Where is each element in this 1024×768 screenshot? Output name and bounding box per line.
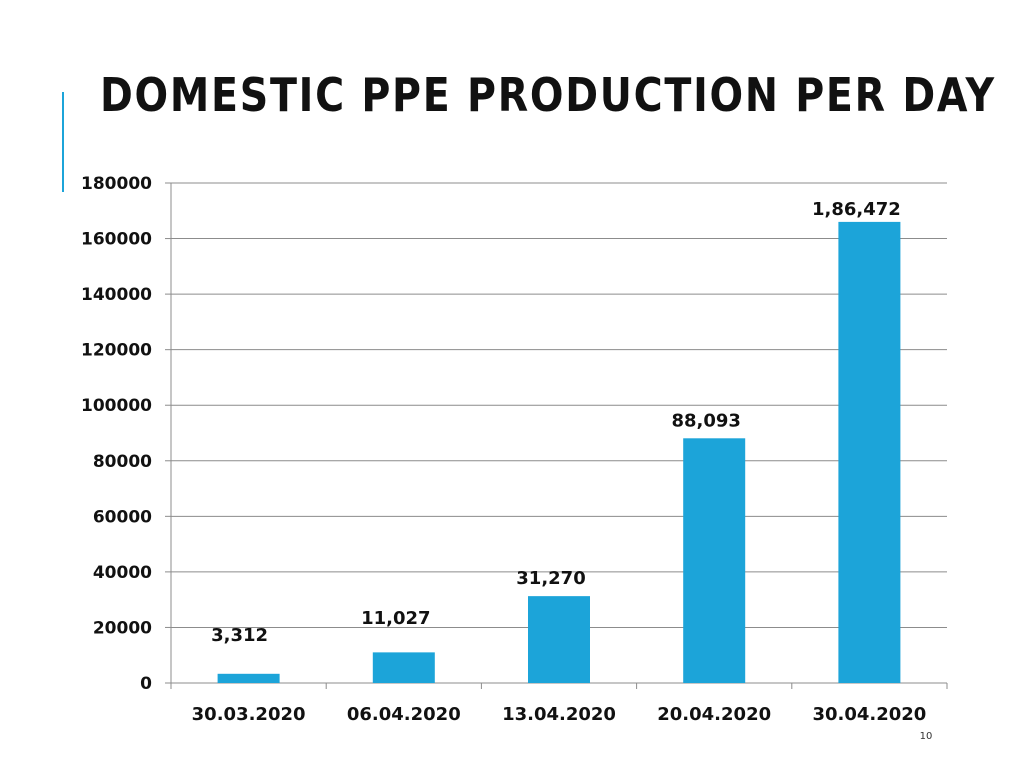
page-number: 10 [919,731,933,742]
bar [838,221,901,683]
data-label: 1,86,472 [812,199,901,220]
x-category-label: 13.04.2020 [502,704,616,725]
y-tick-label: 100000 [81,396,152,416]
bar [372,652,435,683]
data-label: 3,312 [211,625,268,646]
bar [528,596,590,683]
x-category-label: 06.04.2020 [347,704,461,725]
x-category-label: 30.04.2020 [812,704,926,725]
y-tick-label: 140000 [81,285,152,305]
y-tick-label: 20000 [93,618,152,638]
bar [683,438,746,683]
y-tick-label: 0 [140,674,152,694]
bars [217,221,901,683]
y-tick-label: 80000 [93,452,152,472]
data-label: 88,093 [671,410,740,431]
x-category-label: 30.03.2020 [192,704,306,725]
labels: 0 20000 40000 60000 80000 100000 120000 140000 1… [81,174,926,725]
gridlines [171,182,947,628]
y-tick-label: 60000 [93,507,152,527]
y-tick-label: 160000 [81,230,152,250]
title-accent-bar [62,92,64,192]
y-tick-label: 40000 [93,563,152,583]
data-label: 11,027 [361,608,430,629]
y-tick-label: 180000 [81,174,152,194]
bar [217,673,280,683]
x-category-label: 20.04.2020 [657,704,771,725]
y-tick-label: 120000 [81,341,152,361]
slide-title: DOMESTIC PPE PRODUCTION PER DAY [100,68,996,122]
data-label: 31,270 [516,568,585,589]
